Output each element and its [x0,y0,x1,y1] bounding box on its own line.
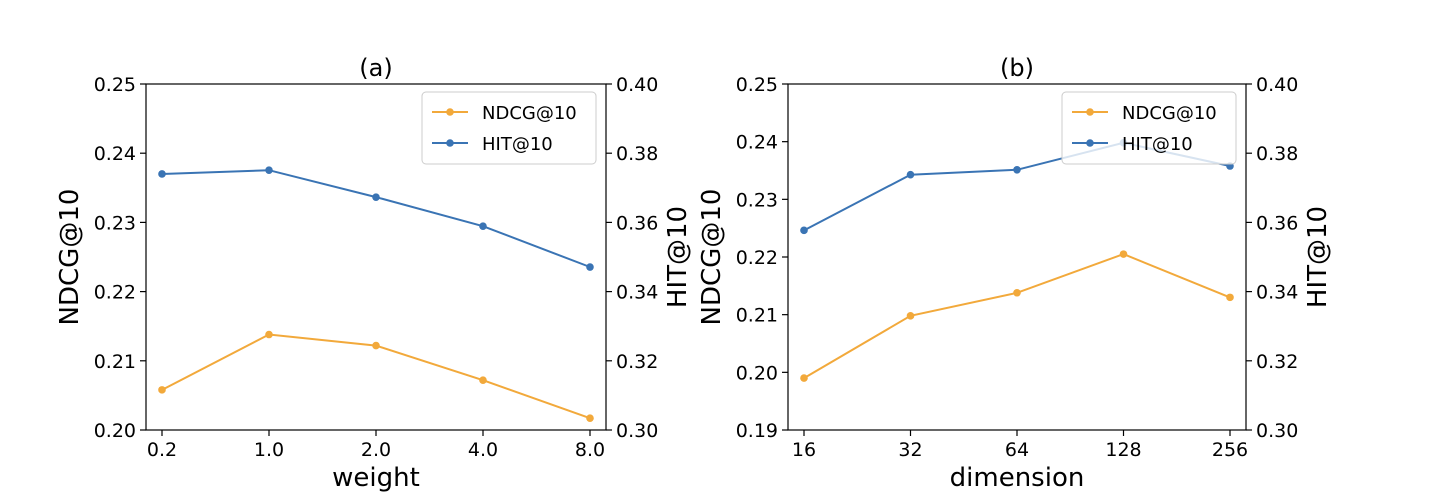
panel-b-y-left-tick-label: 0.20 [736,362,778,384]
panel-a-hit-at-10-point [158,170,166,178]
panel-b-hit-at-10-point [906,170,915,179]
panel-b-legend-ndcg-at-10-swatch-marker [1086,108,1094,116]
panel-a-x-tick-label: 2.0 [361,439,391,461]
panel-a-y-right-tick-label: 0.32 [616,351,658,373]
panel-b-y-left-tick-label: 0.22 [736,247,778,269]
panel-a-legend-hit-at-10-swatch-marker [446,139,454,147]
panel-a-y-right-tick-label: 0.34 [616,282,658,304]
panel-a-hit-at-10-point [479,222,487,231]
panel-b-y-left-axis-title: NDCG@10 [697,189,727,326]
panel-a-y-left-axis-title: NDCG@10 [55,189,85,326]
panel-a-y-right-tick-label: 0.36 [616,212,658,234]
panel-b-hit-at-10-point [800,226,808,235]
panel-a: (a) 0.2 1.0 2.0 4.0 8.0 0.20 0.21 0.22 0.23 0.24 0.… [55,54,693,493]
panel-b-y-right-tick-label: 0.38 [1256,143,1298,165]
panel-a-ndcg-at-10-point [586,414,594,423]
panel-a-y-left-tick-label: 0.21 [94,351,136,373]
panel-a-x-tick-label: 0.2 [147,439,177,461]
panel-a-legend-box [421,91,597,165]
panel-b-x-axis-title: dimension [950,463,1085,493]
panel-b-ndcg-at-10-point [906,312,915,320]
panel-b-ndcg-at-10-point [800,374,808,382]
panel-b: (b) 16 32 64 128 256 0.19 0.20 0.21 0.22 0.23 0.24 0… [697,54,1333,493]
panel-b-y-right-tick-label: 0.34 [1256,282,1298,304]
panel-a-hit-at-10-point [586,263,594,271]
panel-b-x-tick-label: 256 [1212,439,1248,461]
panel-b-y-left-tick-label: 0.25 [736,74,778,96]
panel-b-y-right-axis-title: HIT@10 [1303,206,1333,308]
panel-a-ndcg-at-10-point [265,330,273,339]
panel-b-ndcg-at-10-point [1119,250,1128,258]
panel-a-title: (a) [359,54,392,82]
panel-b-legend-hit-at-10-swatch-marker [1086,139,1094,147]
panel-b-y-left-tick-label: 0.23 [736,189,778,211]
panel-a-legend-hit-at-10-label: HIT@10 [482,134,553,155]
panel-b-x-tick-label: 128 [1105,439,1141,461]
panel-a-y-right-tick-label: 0.40 [616,74,658,96]
panel-a-ndcg-at-10-point [372,341,380,350]
panel-b-legend-ndcg-at-10-label: NDCG@10 [1122,103,1217,124]
panel-a-hit-at-10-point [372,193,380,201]
panel-a-x-tick-label: 1.0 [254,439,284,461]
panel-a-y-right-tick-label: 0.38 [616,143,658,165]
panel-b-y-left-tick-label: 0.19 [736,420,778,442]
panel-b-x-tick-label: 64 [1005,439,1029,461]
panel-a-hit-at-10-point [265,166,273,174]
panel-a-x-axis-title: weight [332,463,420,493]
panel-a-legend-ndcg-at-10-label: NDCG@10 [482,103,577,124]
panel-b-y-right-tick-label: 0.40 [1256,74,1298,96]
panel-b-y-right-tick-label: 0.30 [1256,420,1298,442]
panel-a-legend: NDCG@10 HIT@10 [421,91,597,165]
panel-a-x-tick-label: 8.0 [575,439,605,461]
panel-a-y-right-axis-title: HIT@10 [663,206,693,308]
panel-b-x-tick-label: 16 [792,439,816,461]
panel-b-ndcg-at-10-line [803,253,1231,379]
panel-b-legend-hit-at-10-label: HIT@10 [1122,134,1193,155]
panel-a-y-left-tick-label: 0.25 [94,74,136,96]
panel-b-title: (b) [1000,54,1034,82]
panel-a-y-left-tick-label: 0.23 [94,212,136,234]
panel-b-y-left-tick-label: 0.24 [736,132,778,154]
panel-a-y-left-tick-label: 0.20 [94,420,136,442]
panel-a-legend-ndcg-at-10-swatch-marker [446,108,454,116]
panel-a-ndcg-at-10-point [479,376,487,384]
panel-a-y-left-tick-label: 0.24 [94,143,136,165]
panel-a-hit-at-10-line [161,169,591,268]
panel-b-ndcg-at-10-point [1013,288,1021,297]
panel-a-ndcg-at-10-point [158,386,166,394]
panel-a-y-right-tick-label: 0.30 [616,420,658,442]
panel-b-x-tick-label: 32 [898,439,922,461]
panel-b-y-right-tick-label: 0.36 [1256,212,1298,234]
panel-b-y-left-tick-label: 0.21 [736,305,778,327]
panel-b-legend: NDCG@10 HIT@10 [1061,91,1237,165]
panel-b-ndcg-at-10-point [1226,293,1234,302]
panel-b-hit-at-10-point [1013,166,1021,174]
panel-b-y-right-tick-label: 0.32 [1256,351,1298,373]
panel-b-legend-box [1061,91,1237,165]
panel-a-y-left-tick-label: 0.22 [94,282,136,304]
panel-a-x-tick-label: 4.0 [468,439,498,461]
